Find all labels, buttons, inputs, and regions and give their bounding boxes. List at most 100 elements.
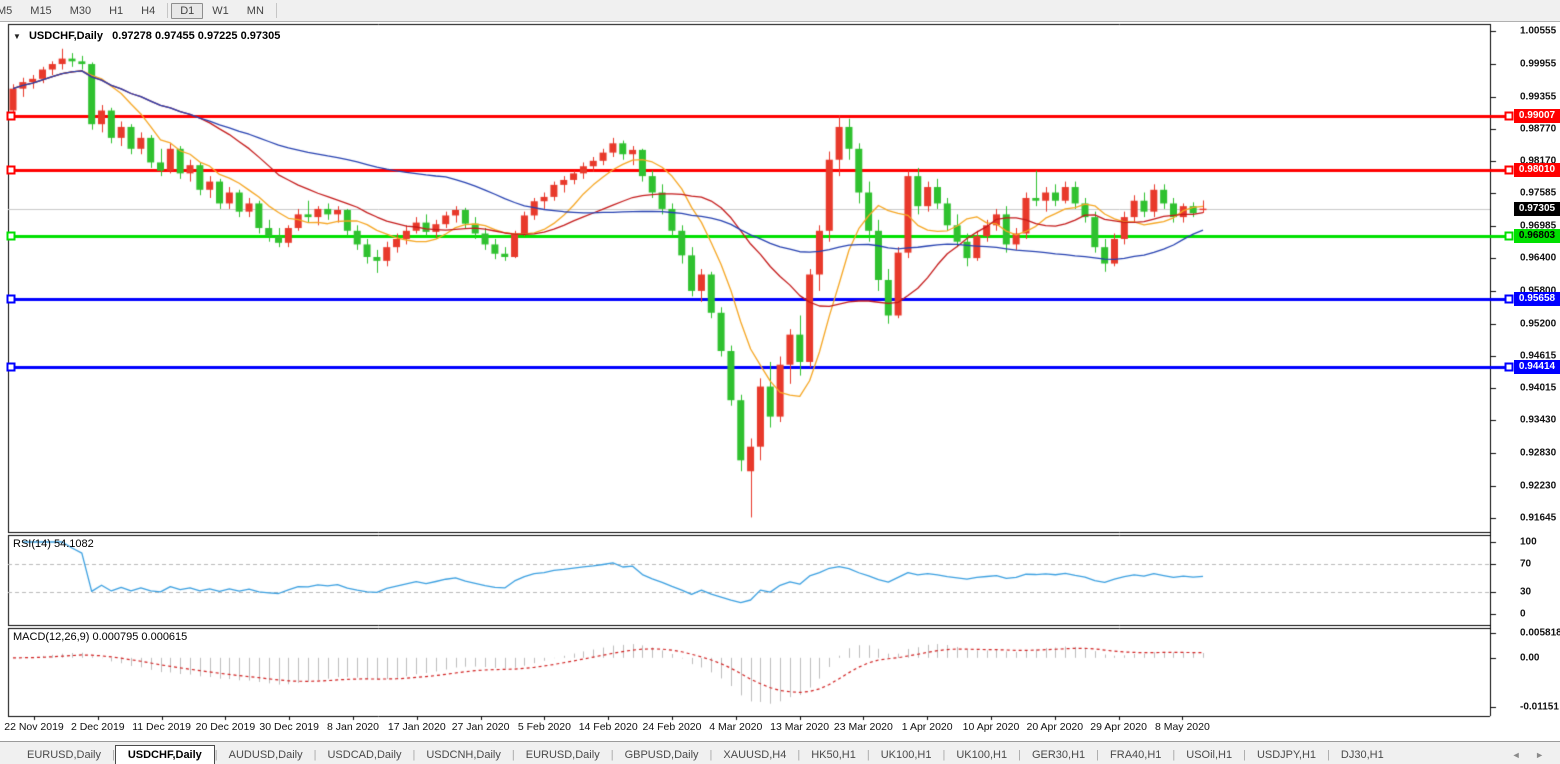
hline-drag-handle[interactable] (6, 294, 16, 304)
hline-drag-handle[interactable] (6, 362, 16, 372)
symbol-tab-ger30-h1[interactable]: GER30,H1 (1031, 749, 1086, 761)
symbol-tabbar: EURUSD,Daily | USDCHF,Daily | AUDUSD,Daily | U… (0, 741, 1560, 764)
date-axis-label: 11 Dec 2019 (132, 721, 191, 733)
chart-ohlc-values: 0.97278 0.97455 0.97225 0.97305 (112, 30, 281, 42)
hline-drag-handle[interactable] (1504, 231, 1514, 241)
symbol-tab-uk100-h1[interactable]: UK100,H1 (956, 749, 1008, 761)
hline-price-badge[interactable]: 0.94414 (1514, 359, 1560, 374)
symbol-tab-hk50-h1[interactable]: HK50,H1 (811, 749, 856, 761)
tab-divider: | (412, 749, 416, 761)
date-axis-label: 24 Feb 2020 (642, 721, 702, 733)
toolbar-divider (275, 3, 277, 18)
macd-axis-tick: 0.005818 (1520, 627, 1560, 639)
tab-divider: | (214, 749, 218, 761)
symbol-tab-usdchf-daily[interactable]: USDCHF,Daily (114, 745, 215, 764)
symbol-tab-audusd-daily[interactable]: AUDUSD,Daily (228, 749, 303, 761)
date-axis-label: 5 Feb 2020 (517, 721, 571, 733)
rsi-axis-tick: 30 (1520, 586, 1532, 598)
tab-divider: | (1327, 749, 1330, 761)
price-axis-tick: 0.92230 (1520, 480, 1557, 492)
tab-divider: | (1096, 749, 1100, 761)
rsi-axis-tick: 70 (1520, 558, 1532, 570)
date-axis-label: 13 Mar 2020 (770, 721, 830, 733)
hline-drag-handle[interactable] (6, 165, 16, 175)
timeframe-button-mn[interactable]: MN (246, 4, 264, 17)
date-axis-label: 29 Apr 2020 (1090, 721, 1147, 733)
price-axis-tick: 0.95800 (1520, 285, 1556, 296)
symbol-dropdown-icon[interactable]: ▼ (13, 32, 21, 41)
symbol-tab-gbpusd-daily[interactable]: GBPUSD,Daily (624, 749, 699, 761)
price-chart-canvas[interactable] (0, 22, 1560, 740)
toolbar-divider (167, 3, 169, 18)
tab-divider: | (866, 749, 870, 761)
tab-divider: | (709, 749, 713, 761)
symbol-tab-eurusd-daily[interactable]: EURUSD,Daily (27, 749, 101, 761)
price-axis-tick: 1.00555 (1520, 25, 1557, 37)
tab-divider: | (313, 749, 317, 761)
tab-divider: | (1018, 749, 1021, 761)
macd-axis-tick: -0.01151 (1520, 701, 1559, 713)
symbol-tab-fra40-h1[interactable]: FRA40,H1 (1110, 749, 1162, 761)
chart-window: ▼ USDCHF,Daily 0.97278 0.97455 0.97225 0… (0, 22, 1560, 740)
symbol-tab-eurusd-daily[interactable]: EURUSD,Daily (525, 749, 600, 761)
hline-drag-handle[interactable] (1504, 165, 1514, 175)
timeframe-button-h4[interactable]: H4 (141, 4, 156, 17)
hline-drag-handle[interactable] (1504, 362, 1514, 372)
price-axis-tick: 0.91645 (1520, 512, 1557, 524)
hline-price-badge[interactable]: 0.98010 (1514, 163, 1560, 178)
current-price-badge: 0.97305 (1514, 201, 1560, 216)
date-axis-label: 2 Dec 2019 (70, 721, 125, 733)
timeframe-button-w1[interactable]: W1 (212, 4, 229, 17)
date-axis-label: 8 May 2020 (1154, 721, 1210, 733)
timeframe-button-m30[interactable]: M30 (69, 4, 92, 17)
symbol-tab-usoil-h1[interactable]: USOil,H1 (1186, 749, 1233, 761)
tab-divider: | (511, 749, 515, 761)
price-axis-tick: 0.97585 (1520, 187, 1557, 199)
timeframe-button-m5[interactable]: M5 (0, 4, 13, 17)
macd-indicator-label: MACD(12,26,9) 0.000795 0.000615 (13, 631, 188, 643)
rsi-indicator-label: RSI(14) 54.1082 (13, 538, 94, 550)
price-axis-tick: 0.96400 (1520, 252, 1557, 264)
macd-axis-tick: 0.00 (1520, 652, 1540, 664)
symbol-tab-usdcnh-daily[interactable]: USDCNH,Daily (426, 749, 501, 761)
tab-divider: | (610, 749, 614, 761)
price-axis-tick: 0.99355 (1520, 91, 1557, 103)
date-axis-label: 4 Mar 2020 (709, 721, 763, 733)
timeframe-button-m15[interactable]: M15 (30, 4, 52, 17)
tab-divider: | (942, 749, 946, 761)
tab-divider: | (111, 749, 115, 761)
hline-price-badge[interactable]: 0.95658 (1514, 291, 1560, 306)
date-axis-label: 8 Jan 2020 (327, 721, 379, 733)
date-axis-label: 20 Dec 2019 (195, 721, 256, 733)
rsi-axis-tick: 100 (1520, 536, 1537, 548)
timeframe-button-h1[interactable]: H1 (109, 4, 124, 17)
hline-drag-handle[interactable] (1504, 294, 1514, 304)
symbol-tab-dj30-h1[interactable]: DJ30,H1 (1340, 749, 1384, 761)
hline-price-badge[interactable]: 0.99007 (1514, 108, 1560, 123)
symbol-tab-xauusd-h4[interactable]: XAUUSD,H4 (723, 749, 787, 761)
symbol-tab-usdcad-daily[interactable]: USDCAD,Daily (327, 749, 402, 761)
symbol-tab-usdjpy-h1[interactable]: USDJPY,H1 (1256, 749, 1317, 761)
date-axis-label: 14 Feb 2020 (578, 721, 638, 733)
date-axis-label: 10 Apr 2020 (962, 721, 1020, 733)
date-axis-label: 23 Mar 2020 (833, 721, 893, 733)
date-axis-label: 1 Apr 2020 (901, 721, 953, 733)
tab-divider: | (797, 749, 801, 761)
price-axis-tick: 0.92830 (1520, 447, 1557, 459)
price-axis-tick: 0.95200 (1520, 318, 1557, 330)
chart-title: ▼ USDCHF,Daily 0.97278 0.97455 0.97225 0… (13, 30, 280, 42)
timeframe-button-d1[interactable]: D1 (171, 2, 204, 19)
hline-drag-handle[interactable] (6, 231, 16, 241)
hline-price-badge[interactable]: 0.96803 (1514, 229, 1560, 244)
price-axis-tick: 0.98170 (1520, 155, 1557, 167)
hline-drag-handle[interactable] (1504, 111, 1514, 121)
tab-divider: | (1172, 749, 1176, 761)
date-axis-label: 22 Nov 2019 (4, 721, 64, 733)
date-axis-label: 30 Dec 2019 (259, 721, 319, 733)
date-axis-label: 27 Jan 2020 (451, 721, 510, 733)
rsi-axis-tick: 0 (1520, 608, 1526, 620)
tab-scroll-arrows[interactable]: ◄ ► (1511, 750, 1550, 760)
price-axis-tick: 0.93430 (1520, 414, 1557, 426)
hline-drag-handle[interactable] (6, 111, 16, 121)
symbol-tab-uk100-h1[interactable]: UK100,H1 (880, 749, 932, 761)
